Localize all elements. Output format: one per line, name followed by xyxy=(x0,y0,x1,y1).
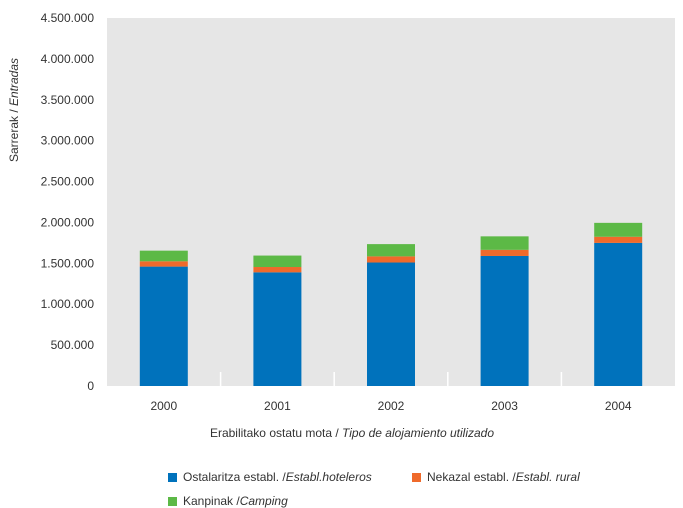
y-tick-label: 4.000.000 xyxy=(41,52,95,66)
y-tick-label: 2.000.000 xyxy=(41,215,95,229)
legend-swatch-camping xyxy=(168,496,177,506)
x-separators xyxy=(219,372,563,386)
x-axis-title-italic: Tipo de alojamiento utilizado xyxy=(342,426,494,440)
bar-segment-camping xyxy=(367,244,415,257)
bar-segment-camping xyxy=(253,255,302,268)
legend-label-rural-italic: Establ. rural xyxy=(515,470,580,484)
y-tick-label: 0 xyxy=(87,379,94,393)
bar-segment-hotels xyxy=(480,255,529,386)
bar-segment-hotels xyxy=(139,266,188,386)
legend-label-hotels-main: Ostalaritza establ. / xyxy=(183,470,286,484)
y-tick-label: 1.500.000 xyxy=(41,256,95,270)
bar-segment-hotels xyxy=(594,242,643,386)
y-tick-label: 500.000 xyxy=(51,338,95,352)
x-tick-label: 2003 xyxy=(491,399,518,413)
y-axis-title: Sarrerak / Entradas xyxy=(7,58,21,162)
x-tick-label: 2004 xyxy=(605,399,632,413)
y-tick-label: 1.000.000 xyxy=(41,297,95,311)
bar-segment-rural xyxy=(253,267,302,273)
legend-label-camping-main: Kanpinak / xyxy=(183,494,240,508)
bars-group xyxy=(139,222,643,386)
x-axis-title-main: Erabilitako ostatu mota / xyxy=(210,426,342,440)
y-tick-label: 3.500.000 xyxy=(41,93,95,107)
bar-segment-camping xyxy=(480,236,529,250)
bar-segment-camping xyxy=(139,250,188,262)
legend-swatch-hotels xyxy=(168,472,177,482)
legend-item-camping: Kanpinak / Camping xyxy=(168,494,288,508)
legend-item-hotels: Ostalaritza establ. / Establ.hoteleros xyxy=(168,470,372,484)
legend-item-rural: Nekazal establ. / Establ. rural xyxy=(412,470,580,484)
y-tick-label: 3.000.000 xyxy=(41,134,95,148)
y-tick-labels: 0 500.000 1.000.000 1.500.000 2.000.000 2.500… xyxy=(41,11,95,393)
x-tick-label: 2001 xyxy=(264,399,291,413)
y-tick-label: 4.500.000 xyxy=(41,11,95,25)
bar-segment-rural xyxy=(480,249,529,256)
bar-segment-rural xyxy=(367,256,415,263)
bar-segment-rural xyxy=(594,236,643,243)
bar-segment-hotels xyxy=(367,262,415,386)
x-tick-label: 2002 xyxy=(378,399,405,413)
x-tick-labels: 2000 2001 2002 2003 2004 xyxy=(150,399,631,413)
x-axis-title: Erabilitako ostatu mota / Tipo de alojam… xyxy=(210,426,494,440)
y-tick-label: 2.500.000 xyxy=(41,175,95,189)
legend-label-hotels-italic: Establ.hoteleros xyxy=(285,470,372,484)
y-axis-title-main: Sarrerak / xyxy=(7,106,21,162)
x-tick-label: 2000 xyxy=(150,399,177,413)
bar-segment-hotels xyxy=(253,272,302,386)
legend-label-rural-main: Nekazal establ. / xyxy=(427,470,516,484)
y-axis-title-italic: Entradas xyxy=(7,58,21,106)
legend-label-camping-italic: Camping xyxy=(239,494,288,508)
bar-segment-camping xyxy=(594,222,643,237)
legend-swatch-rural xyxy=(412,472,421,482)
bar-segment-rural xyxy=(139,261,188,267)
